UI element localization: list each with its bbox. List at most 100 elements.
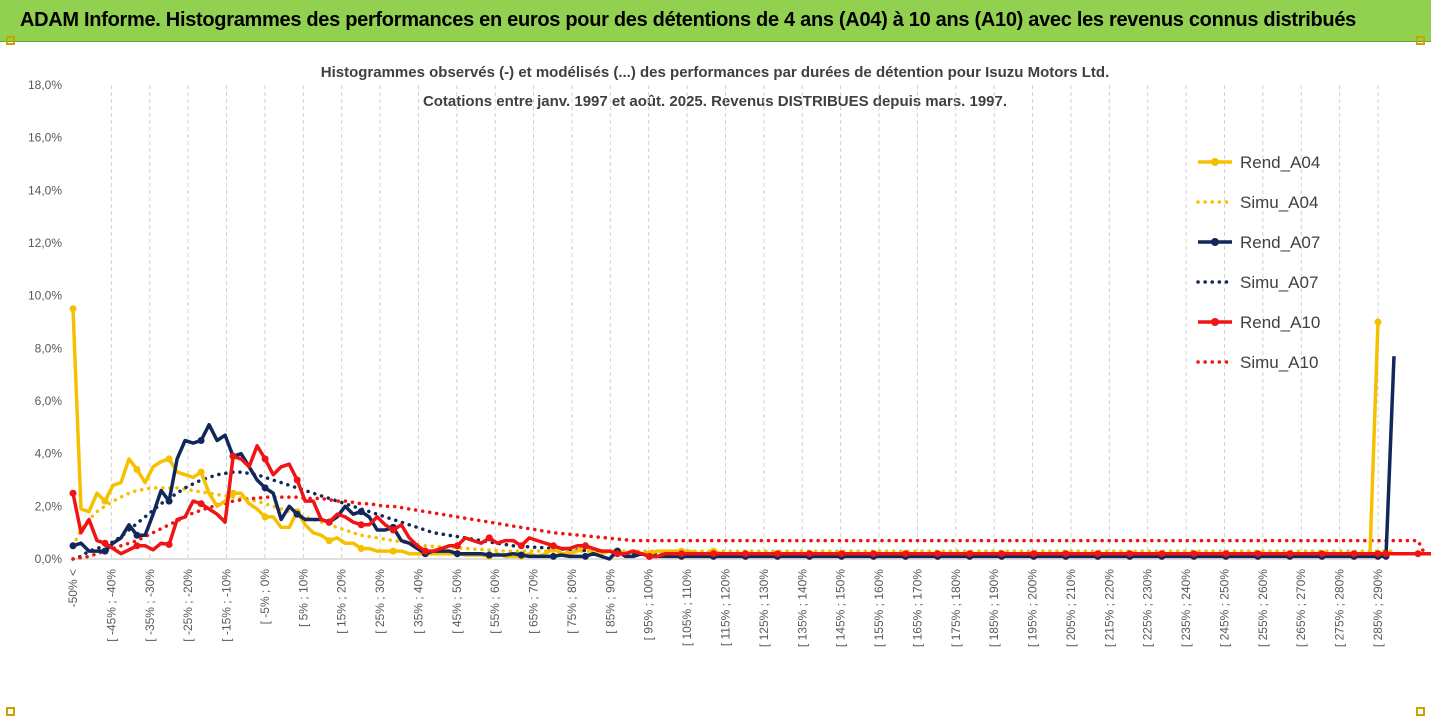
chart-title-line-1: Histogrammes observés (-) et modélisés (… (321, 64, 1110, 81)
data-point-rend-a10 (453, 542, 461, 550)
data-point-rend-a10 (1062, 550, 1070, 558)
data-point-rend-a07 (293, 510, 301, 518)
x-tick-label: [ 45% ; 50% (450, 569, 464, 634)
data-point-rend-a07 (197, 437, 205, 444)
series-line-rend-a10 (71, 444, 1431, 559)
x-tick-label: [ 265% ; 270% (1294, 569, 1308, 647)
data-point-rend-a10 (1222, 550, 1230, 558)
data-point-rend-a07 (101, 547, 109, 555)
data-point-rend-a04 (69, 305, 77, 313)
data-point-rend-a10 (357, 521, 365, 529)
data-point-rend-a10 (1382, 550, 1390, 558)
data-point-rend-a10 (998, 550, 1006, 558)
data-point-rend-a04 (133, 466, 141, 473)
x-tick-label: [ 5% ; 10% (296, 569, 310, 627)
chart-area[interactable]: Histogrammes observés (-) et modélisés (… (0, 36, 1431, 719)
x-tick-label: [ 195% ; 200% (1026, 569, 1040, 647)
data-point-rend-a07 (69, 542, 77, 550)
data-point-rend-a07 (549, 552, 557, 560)
x-tick-label: [ -25% ; -20% (181, 569, 195, 642)
data-point-rend-a10 (165, 541, 173, 548)
x-tick-label: [ 275% ; 280% (1333, 569, 1347, 647)
x-tick-label: [ -45% ; -40% (104, 569, 118, 642)
y-tick-label: 18,0% (28, 78, 62, 92)
x-tick-label: [ -15% ; -10% (220, 569, 234, 642)
data-point-rend-a10 (517, 542, 525, 550)
data-point-rend-a10 (229, 452, 237, 460)
report-title: ADAM Informe. Histogrammes des performan… (20, 9, 1356, 31)
data-point-rend-a04 (1374, 318, 1382, 326)
data-point-rend-a07 (357, 508, 365, 516)
data-point-rend-a07 (165, 497, 173, 505)
data-point-rend-a04 (357, 545, 365, 552)
x-tick-label: [ 135% ; 140% (795, 569, 809, 647)
legend-label: Rend_A07 (1240, 233, 1320, 252)
data-point-rend-a07 (133, 531, 141, 539)
data-point-rend-a10 (197, 500, 205, 508)
data-point-rend-a04 (197, 468, 205, 476)
x-tick-label: [ 185% ; 190% (987, 569, 1001, 647)
data-point-rend-a10 (742, 550, 749, 558)
legend-label: Simu_A07 (1240, 273, 1318, 292)
data-point-rend-a10 (710, 550, 717, 558)
data-point-rend-a10 (293, 476, 301, 484)
x-tick-label: [ -35% ; -30% (143, 569, 157, 642)
data-point-rend-a10 (1030, 550, 1038, 558)
data-point-rend-a10 (774, 550, 781, 558)
series-line-simu-a04 (71, 486, 1396, 553)
data-point-rend-a10 (1158, 550, 1166, 558)
series-line-simu-a07 (71, 470, 1431, 561)
y-tick-label: 0,0% (35, 552, 63, 566)
legend-label: Simu_A04 (1240, 193, 1318, 212)
legend-marker (1211, 158, 1219, 166)
data-point-rend-a10 (934, 550, 942, 558)
data-point-rend-a10 (581, 542, 589, 550)
x-tick-label: [ 85% ; 90% (603, 569, 617, 634)
data-point-rend-a10 (645, 552, 653, 560)
y-tick-label: 12,0% (28, 236, 62, 250)
y-tick-label: 16,0% (28, 131, 62, 145)
resize-handle-bottom-right[interactable] (1416, 707, 1425, 716)
data-point-rend-a10 (1350, 550, 1358, 558)
report-header: ADAM Informe. Histogrammes des performan… (0, 0, 1431, 42)
x-tick-label: [ 55% ; 60% (488, 569, 502, 634)
x-tick-label: [ 155% ; 160% (872, 569, 886, 647)
y-tick-label: 2,0% (35, 499, 63, 513)
data-point-rend-a10 (1254, 550, 1262, 558)
x-tick-label: [ 125% ; 130% (757, 569, 771, 647)
y-tick-label: 6,0% (35, 394, 63, 408)
x-tick-label: [ 225% ; 230% (1141, 569, 1155, 647)
legend-marker (1211, 238, 1219, 246)
data-point-rend-a04 (101, 497, 109, 505)
x-tick-label: [ 215% ; 220% (1102, 569, 1116, 647)
data-point-rend-a10 (1190, 550, 1198, 558)
legend-label: Rend_A04 (1240, 153, 1320, 172)
resize-handle-top-right[interactable] (1416, 36, 1425, 45)
data-point-rend-a10 (69, 489, 77, 497)
series-line-simu-a10 (71, 495, 1428, 561)
legend-marker (1211, 318, 1219, 326)
data-point-rend-a10 (966, 550, 974, 558)
data-point-rend-a10 (101, 539, 109, 547)
y-tick-label: 4,0% (35, 447, 63, 461)
x-tick-label: [ 165% ; 170% (910, 569, 924, 647)
data-point-rend-a07 (517, 551, 525, 559)
data-point-rend-a10 (1414, 550, 1422, 558)
data-point-rend-a10 (549, 542, 557, 550)
data-point-rend-a10 (1286, 550, 1294, 558)
data-point-rend-a10 (485, 534, 493, 542)
data-point-rend-a04 (229, 489, 237, 497)
resize-handle-bottom-left[interactable] (6, 707, 15, 716)
x-tick-label: -50% < (66, 569, 80, 607)
x-tick-label: [ 205% ; 210% (1064, 569, 1078, 647)
data-point-rend-a10 (838, 550, 846, 558)
x-tick-label: [ 105% ; 110% (680, 569, 694, 646)
data-point-rend-a10 (1318, 550, 1326, 558)
resize-handle-top-left[interactable] (6, 36, 15, 45)
data-point-rend-a10 (870, 550, 878, 558)
x-tick-label: [ 175% ; 180% (949, 569, 963, 647)
data-point-rend-a10 (1094, 550, 1102, 558)
x-tick-label: [ 15% ; 20% (335, 569, 349, 634)
data-point-rend-a07 (581, 552, 589, 560)
data-point-rend-a10 (806, 550, 814, 558)
